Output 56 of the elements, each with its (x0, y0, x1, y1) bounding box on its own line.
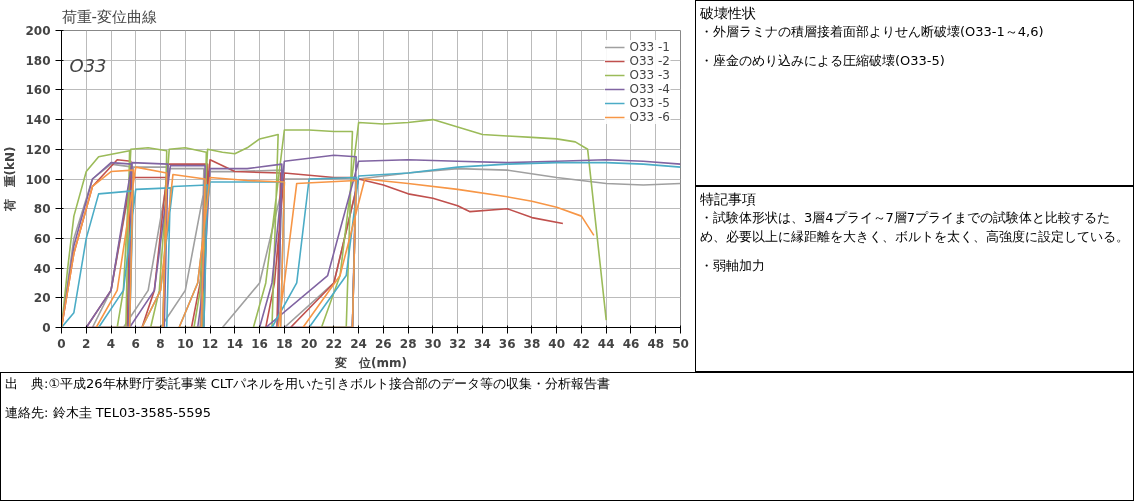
x-tick-label: 36 (498, 336, 516, 351)
y-tick-label: 0 (42, 321, 51, 335)
text: 出 典:①平成26年林野庁委託事業 CLTパネルを用いた引きボルト接合部のデータ等の収集・分析報告書 (5, 375, 612, 393)
x-tick-label: 16 (251, 336, 268, 351)
x-tick-label: 2 (82, 336, 91, 351)
x-tick-label: 30 (424, 336, 442, 351)
y-tick-label: 200 (25, 24, 51, 38)
line-series (61, 118, 608, 328)
text: 連絡先: 鈴木圭 TEL03-3585-5595 (5, 403, 213, 422)
y-tick-label: 80 (33, 202, 51, 217)
x-tick-label: 50 (672, 336, 689, 351)
y-tick-label: 100 (25, 172, 51, 187)
x-tick-label: 44 (597, 336, 615, 351)
y-tick-label: 140 (25, 113, 51, 128)
y-tick-label: 160 (25, 83, 51, 98)
legend-label: O33 -4 (629, 82, 670, 96)
y-tick-label: 20 (33, 291, 51, 306)
text: 破壊性状 (700, 4, 757, 23)
x-tick-label: 48 (647, 336, 665, 351)
x-tick-label: 14 (226, 336, 244, 351)
y-tick-label: 60 (33, 231, 51, 246)
x-tick-label: 8 (156, 336, 165, 351)
x-tick-label: 26 (375, 336, 392, 351)
legend-label: O33 -1 (629, 40, 670, 54)
x-tick-label: 6 (131, 336, 140, 351)
x-tick-label: 38 (523, 336, 541, 351)
x-tick-label: 18 (275, 336, 293, 351)
x-tick-label: 22 (325, 336, 343, 351)
x-tick-label: 28 (399, 336, 417, 351)
y-tick-label: 120 (25, 142, 51, 157)
x-tick-label: 42 (573, 336, 590, 351)
x-tick-label: 20 (300, 336, 318, 351)
x-tick-label: 10 (176, 336, 194, 351)
chart-title: 荷重-変位曲線 (61, 7, 157, 26)
y-axis-title: 荷 重(kN) (3, 146, 18, 213)
x-tick-label: 24 (350, 336, 367, 351)
x-axis-title: 変 位(mm) (334, 355, 407, 370)
legend-label: O33 -3 (629, 68, 670, 82)
x-tick-label: 34 (474, 336, 491, 351)
legend-label: O33 -5 (629, 96, 670, 110)
annotation: O33 (69, 54, 107, 76)
x-tick-label: 40 (548, 336, 566, 351)
legend-label: O33 -2 (629, 54, 670, 68)
text: ・座金のめり込みによる圧縮破壊(O33-5) (700, 51, 946, 70)
x-tick-label: 4 (106, 336, 116, 351)
x-tick-label: 0 (57, 336, 66, 351)
y-tick-label: 40 (33, 261, 51, 276)
x-tick-label: 46 (622, 336, 640, 351)
text: ・試験体形状は、3層4プライ～7層7プライまでの試験体と比較するため、必要以上に縁距離を大きく、ボルトを太く、高強度に設定している。 (700, 209, 1129, 246)
text: 特記事項 (700, 190, 757, 209)
text: ・外層ラミナの積層接着面部よりせん断破壊(O33-1～4,6) (700, 23, 1045, 41)
x-tick-label: 32 (449, 336, 467, 351)
y-tick-label: 180 (25, 53, 51, 68)
text: ・弱軸加力 (700, 256, 766, 275)
x-tick-label: 12 (201, 336, 219, 351)
legend-label: O33 -6 (629, 110, 670, 124)
